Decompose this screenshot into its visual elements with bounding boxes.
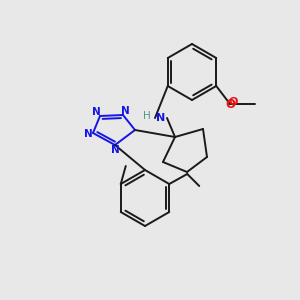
- Text: O: O: [225, 98, 235, 110]
- Text: H: H: [143, 111, 151, 121]
- Text: N: N: [84, 129, 92, 139]
- Text: N: N: [92, 107, 101, 117]
- Text: O: O: [228, 97, 238, 107]
- Text: N: N: [122, 106, 130, 116]
- Text: N: N: [111, 145, 120, 155]
- Text: N: N: [156, 113, 166, 123]
